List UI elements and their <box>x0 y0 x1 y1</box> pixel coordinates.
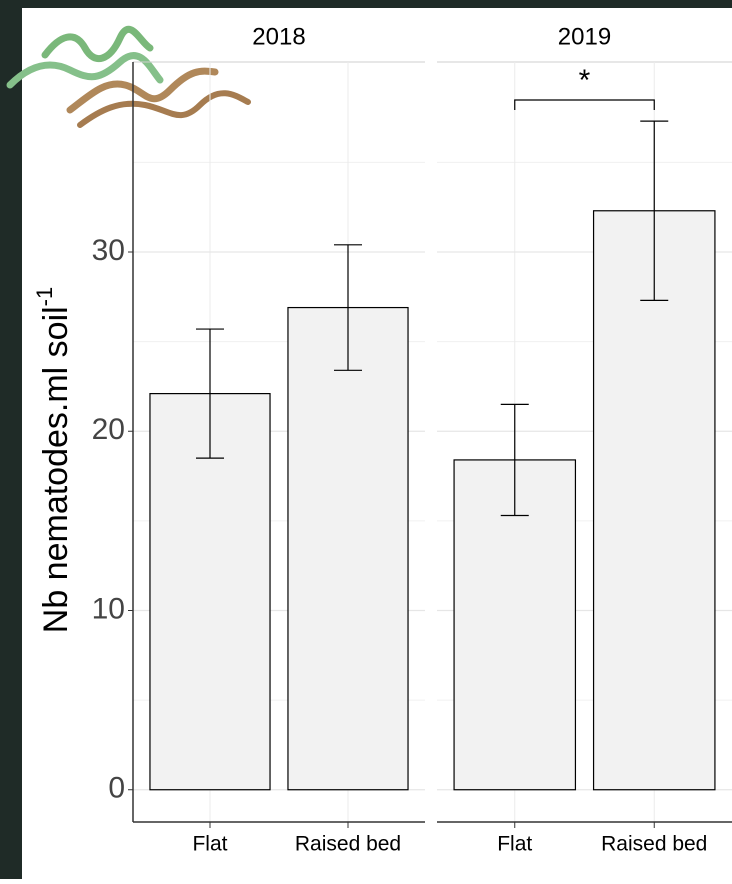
y-axis-label-superscript: -1 <box>32 287 57 307</box>
significance-label: * <box>579 64 591 97</box>
panel-title: 2018 <box>252 23 305 50</box>
y-tick-label: 10 <box>92 592 125 625</box>
worm-decoration <box>10 29 248 125</box>
y-axis-label-text: Nb nematodes.ml soil <box>37 306 75 633</box>
chart: Nb nematodes.ml soil-1 2018 0 10 20 30 Flat Ra… <box>0 0 732 879</box>
y-tick-label: 0 <box>108 772 125 805</box>
x-tick-label: Raised bed <box>295 833 401 856</box>
y-tick-label: 20 <box>92 413 125 446</box>
x-tick-label: Flat <box>192 833 227 856</box>
x-tick-label: Flat <box>497 833 532 856</box>
frame-top <box>0 0 732 8</box>
y-axis-label: Nb nematodes.ml soil-1 <box>32 287 75 633</box>
panel-title: 2019 <box>558 23 611 50</box>
x-tick-label: Raised bed <box>601 833 707 856</box>
bar <box>288 308 408 790</box>
y-tick-label: 30 <box>92 234 125 267</box>
frame-left <box>0 0 22 879</box>
significance-bracket <box>515 100 655 110</box>
